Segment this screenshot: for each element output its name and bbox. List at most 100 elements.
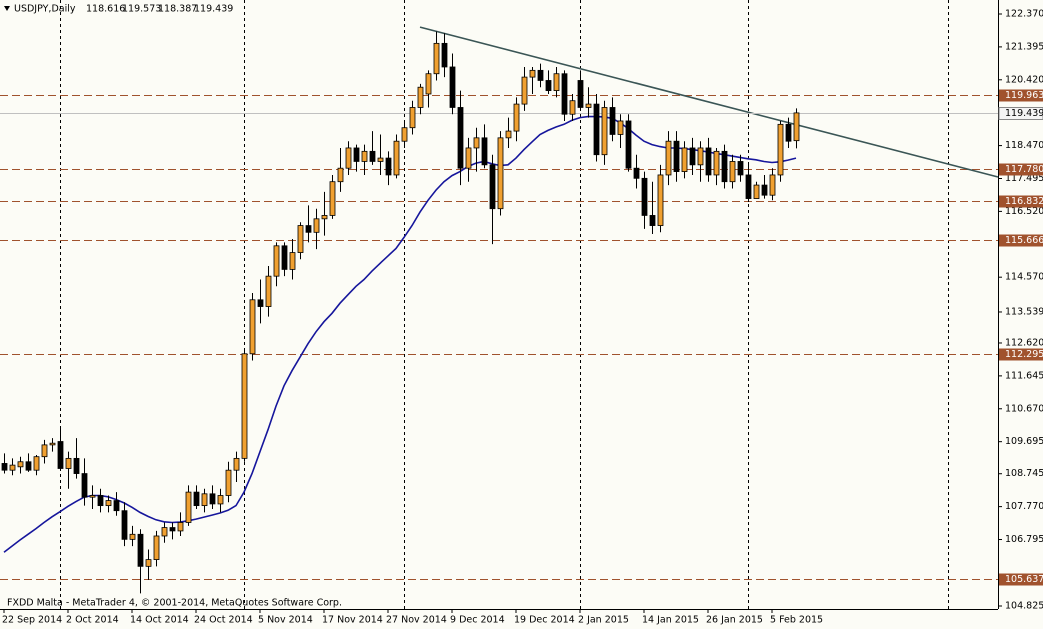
candle-body [193,491,200,507]
candle-body [289,252,296,270]
candle-body [169,527,176,532]
candle-body [177,522,184,532]
x-tick-label: 2 Jan 2015 [578,615,629,626]
candle-body [625,120,632,169]
candle-body [129,533,136,540]
candle-body [473,137,480,149]
header-icon [4,6,10,11]
candle-body [713,150,720,176]
candle-body [25,461,32,471]
candle-body [449,66,456,108]
candle-body [249,299,256,355]
candle-body [297,225,304,253]
x-tick-label: 9 Dec 2014 [450,615,505,626]
candle-body [593,103,600,156]
level-label-box [999,163,1043,176]
candle-body [17,461,24,468]
candle-body [377,157,384,162]
candle-body [9,464,16,471]
level-label-box [999,195,1043,208]
x-tick-label: 19 Dec 2014 [514,615,575,626]
candle-body [241,353,248,459]
candle-body [753,184,760,199]
candle-body [401,127,408,142]
candle-body [257,299,264,307]
candle-body [577,80,584,108]
candle-body [57,441,64,469]
candle-body [481,137,488,166]
candle-body [697,147,704,166]
y-tick-label: 122.370 [1005,9,1043,20]
x-tick-label: 5 Feb 2015 [770,615,823,626]
x-tick-label: 27 Nov 2014 [386,615,447,626]
candle-body [113,500,120,512]
candle-body [705,147,712,176]
candle-body [649,215,656,226]
y-tick-label: 120.420 [1005,74,1043,85]
candle-body [609,107,616,135]
candle-body [545,80,552,91]
candle-body [89,495,96,498]
candle-body [337,167,344,183]
candle-body [185,491,192,523]
level-label: 105.637 [1005,574,1043,585]
candle-body [33,456,40,471]
candle-body [689,147,696,166]
candle-body [457,107,464,169]
y-tick-label: 121.395 [1005,41,1043,52]
candle-body [281,245,288,270]
candle-body [721,150,728,183]
candle-body [385,157,392,176]
candle-body [617,120,624,135]
candle-body [681,147,688,172]
current-price-label: 119.439 [1005,108,1043,119]
candle-body [441,42,448,68]
candle-body [353,147,360,162]
y-tick-label: 104.825 [1005,600,1043,611]
level-label: 119.963 [1005,90,1043,101]
candle-body [553,73,560,91]
candle-body [489,164,496,210]
candle-body [153,535,160,561]
candle-body [305,225,312,233]
candle-body [529,69,536,78]
y-tick-label: 117.495 [1005,173,1043,184]
candle-body [121,510,128,540]
candle-body [601,107,608,156]
candle-body [729,161,736,183]
level-label-box [999,348,1043,361]
candle-body [137,533,144,567]
candle-body [641,177,648,216]
level-label: 116.832 [1005,196,1043,207]
candle-body [145,559,152,567]
header-high: 119.573 [122,4,161,15]
candle-body [217,495,224,505]
trend-line [419,26,999,178]
header-open: 118.616 [86,4,125,15]
moving-average [3,115,797,553]
candle-body [585,103,592,108]
candle-body [793,112,800,142]
x-tick-label: 14 Oct 2014 [130,615,189,626]
candle-body [521,76,528,105]
candle-body [161,527,168,537]
y-tick-label: 112.620 [1005,337,1043,348]
current-price-box [998,107,1043,120]
candle-body [97,495,104,507]
level-label-box [999,573,1043,586]
candle-body [41,444,48,458]
candle-body [225,469,232,496]
candle-body [345,147,352,169]
candle-body [673,140,680,172]
header-low: 118.387 [158,4,197,15]
candle-body [73,457,80,474]
candle-body [209,493,216,505]
candle-body [633,167,640,179]
candle-body [1,463,8,471]
candle-body [313,218,320,233]
x-tick-label: 26 Jan 2015 [706,615,763,626]
candle-body [105,500,112,507]
level-label: 112.295 [1005,349,1043,360]
